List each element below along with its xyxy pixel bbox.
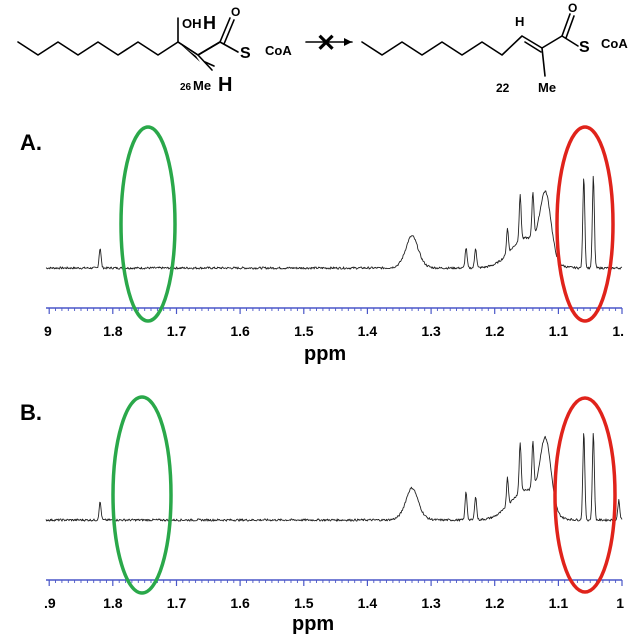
reactant-o: O bbox=[231, 5, 240, 19]
axis-tick-label: 1.5 bbox=[294, 595, 314, 611]
axis-tick-label: 1.5 bbox=[294, 323, 314, 339]
carbonyl-double bbox=[223, 19, 235, 45]
axis-tick-label: 1.4 bbox=[358, 595, 378, 611]
red-highlight-a bbox=[555, 125, 615, 323]
thioester-bond bbox=[219, 41, 239, 53]
product-number: 22 bbox=[496, 81, 510, 95]
panel-b-label: B. bbox=[20, 400, 42, 425]
nmr-panel-b: B. .9 1.8 1.7 1.6 1.5 1.4 1.3 1.2 1.1 1 ppm bbox=[20, 395, 624, 635]
reactant-s: S bbox=[240, 45, 251, 62]
axis-tick-label: 1.8 bbox=[103, 323, 123, 339]
green-highlight-b bbox=[111, 395, 173, 595]
product-h: H bbox=[515, 14, 524, 29]
green-highlight-a bbox=[119, 125, 177, 323]
axis-tick-label: 1.3 bbox=[421, 323, 441, 339]
reactant-coa: CoA bbox=[265, 43, 292, 58]
product-methyl bbox=[541, 47, 546, 77]
product-chain bbox=[361, 35, 563, 56]
carbonyl-bond bbox=[219, 17, 231, 43]
product-coa: CoA bbox=[601, 36, 628, 51]
spectrum-b-trace bbox=[45, 432, 623, 522]
axis-tick-label: 1.4 bbox=[358, 323, 378, 339]
reactant-backbone bbox=[177, 41, 221, 56]
reactant-chain bbox=[17, 41, 221, 56]
red-highlight-b bbox=[553, 396, 617, 594]
reactant-me-number: 26 bbox=[180, 82, 192, 93]
axis-tick-label: 1.2 bbox=[485, 323, 505, 339]
axis-tick-label: 1.1 bbox=[549, 323, 569, 339]
axis-b-tick-labels: .9 1.8 1.7 1.6 1.5 1.4 1.3 1.2 1.1 1 bbox=[44, 595, 624, 611]
product-me: Me bbox=[538, 80, 556, 95]
product-o: O bbox=[568, 1, 577, 15]
axis-tick-label: 1. bbox=[612, 323, 624, 339]
axis-tick-label: 1 bbox=[616, 595, 624, 611]
axis-a-tick-labels: 9 1.8 1.7 1.6 1.5 1.4 1.3 1.2 1.1 1. bbox=[44, 323, 624, 339]
blocked-cross-icon: ✕ bbox=[316, 30, 336, 57]
product-double-bond bbox=[524, 41, 542, 53]
blocked-arrow: ✕ bbox=[305, 30, 353, 57]
nmr-panel-a: A. 9 1.8 1.7 1.6 1.5 1.4 1.3 1.2 1.1 1. ppm bbox=[20, 125, 624, 365]
methyl-hash-1 bbox=[204, 61, 215, 67]
axis-tick-label: 1.2 bbox=[485, 595, 505, 611]
axis-tick-label: 1.1 bbox=[549, 595, 569, 611]
axis-b-title: ppm bbox=[292, 613, 334, 635]
axis-tick-label: .9 bbox=[44, 595, 56, 611]
product-thioester bbox=[561, 35, 579, 47]
axis-a-title: ppm bbox=[304, 343, 346, 365]
axis-tick-label: 1.8 bbox=[103, 595, 123, 611]
panel-a-label: A. bbox=[20, 130, 42, 155]
product-s: S bbox=[579, 39, 590, 56]
axis-tick-label: 1.7 bbox=[167, 323, 187, 339]
reactant-h-top: H bbox=[203, 13, 216, 33]
axis-tick-label: 9 bbox=[44, 323, 52, 339]
product-carbonyl-2 bbox=[565, 15, 575, 39]
reactant-h-bottom: H bbox=[218, 74, 232, 96]
reaction-scheme: OH H O S CoA 26 Me H ✕ H O S CoA 22 Me bbox=[17, 1, 628, 96]
reactant-oh: OH bbox=[182, 16, 202, 31]
axis-tick-label: 1.6 bbox=[230, 323, 250, 339]
axis-tick-label: 1.3 bbox=[421, 595, 441, 611]
wedge-bond bbox=[178, 42, 200, 62]
product-carbonyl bbox=[561, 13, 571, 37]
axis-tick-label: 1.6 bbox=[230, 595, 250, 611]
reactant-me: Me bbox=[193, 78, 211, 93]
axis-b-ticks bbox=[48, 580, 623, 586]
spectrum-a-trace bbox=[45, 175, 623, 270]
axis-a-ticks bbox=[48, 308, 623, 314]
axis-tick-label: 1.7 bbox=[167, 595, 187, 611]
